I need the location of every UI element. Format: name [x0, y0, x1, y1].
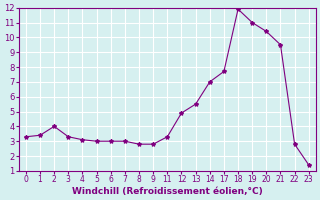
X-axis label: Windchill (Refroidissement éolien,°C): Windchill (Refroidissement éolien,°C) — [72, 187, 263, 196]
